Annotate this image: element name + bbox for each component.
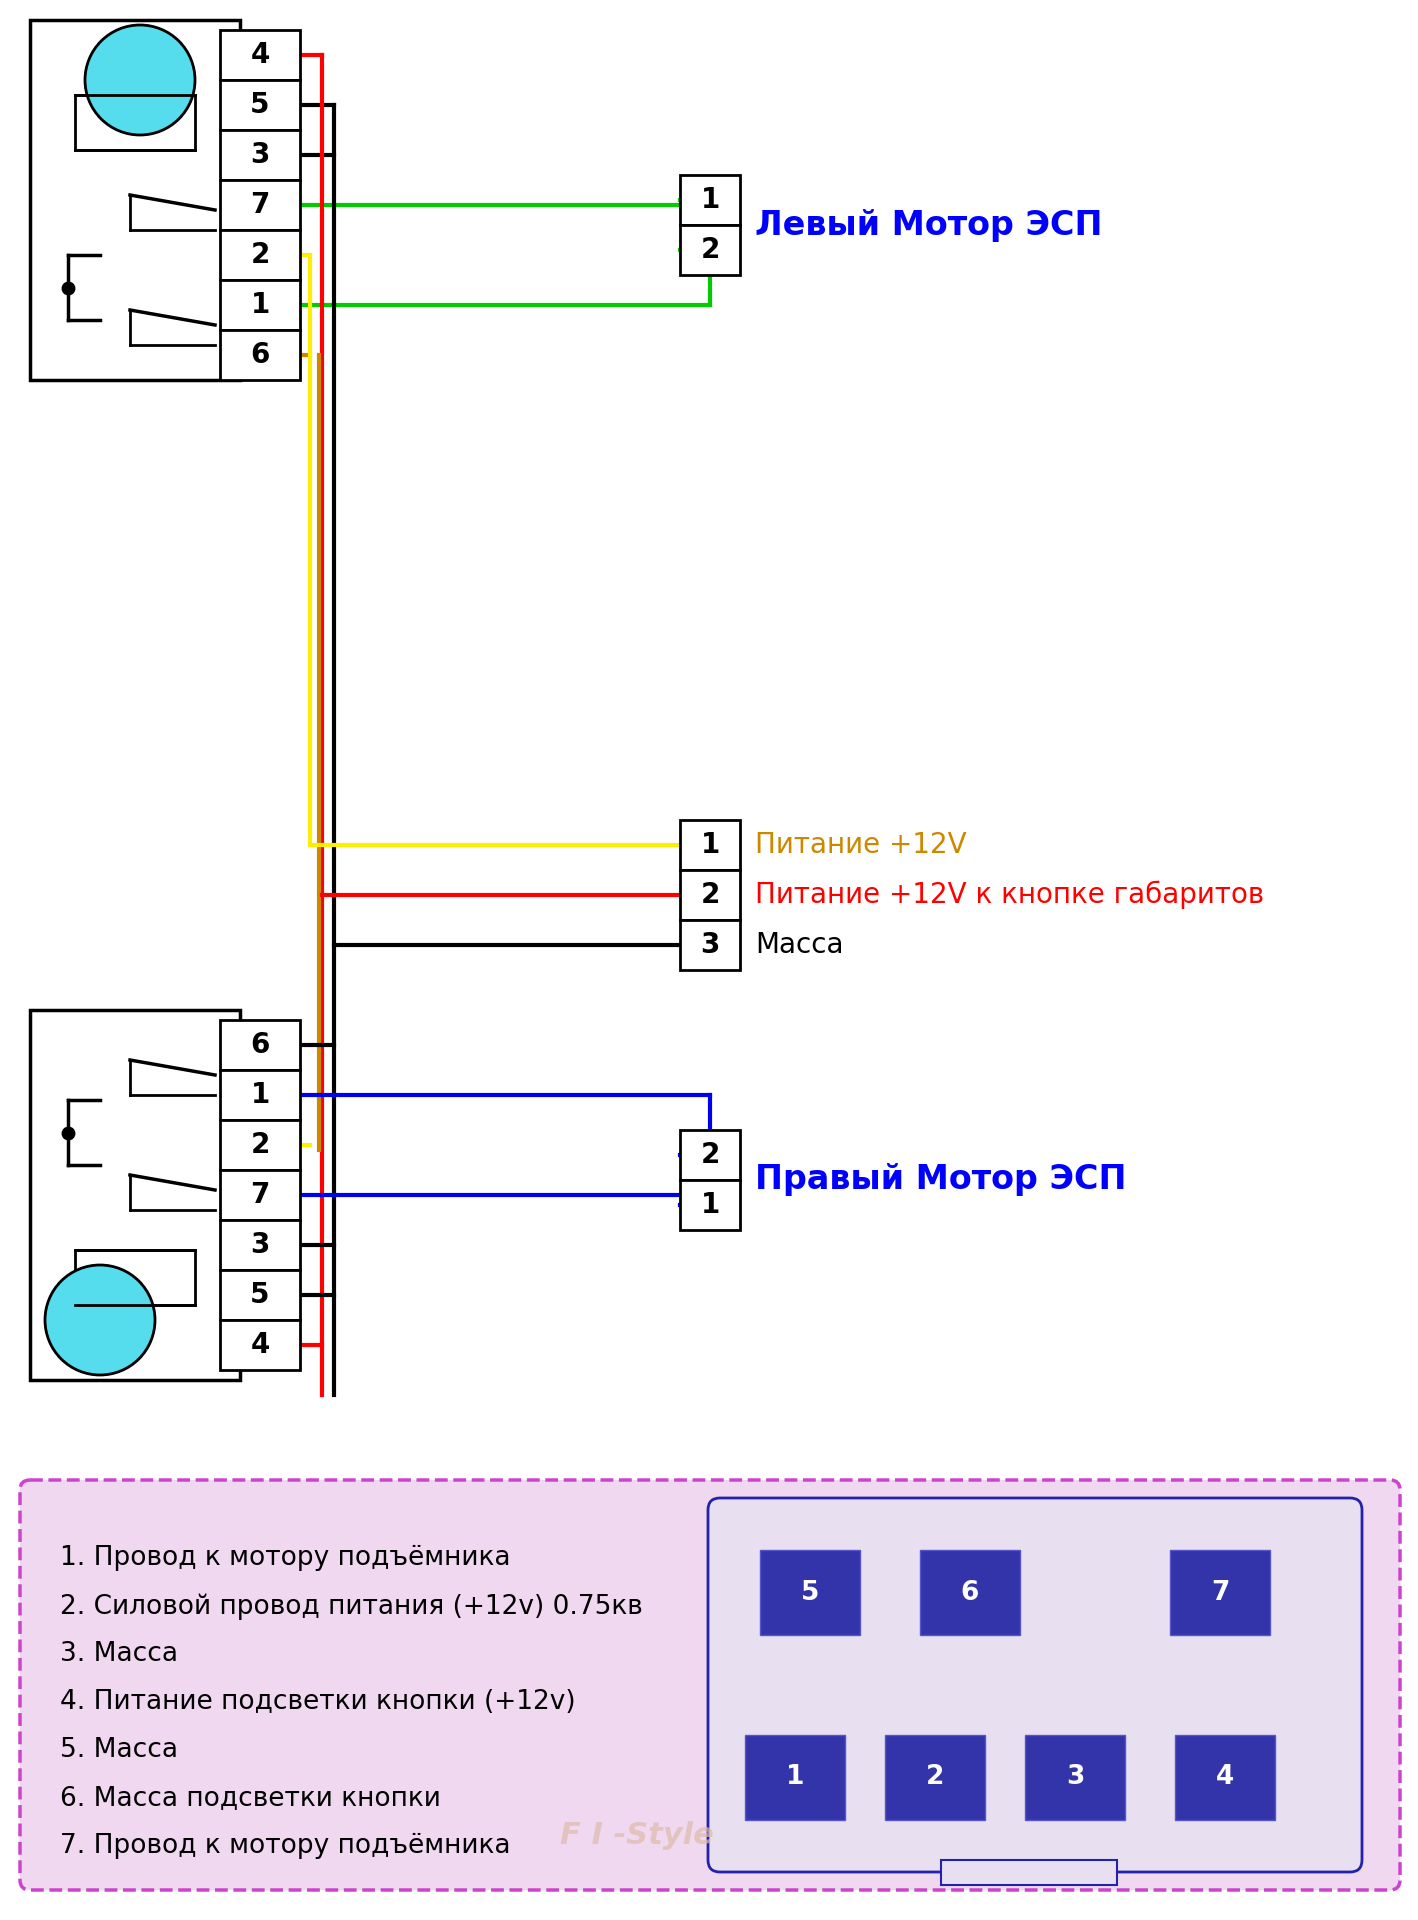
Text: 4. Питание подсветки кнопки (+12v): 4. Питание подсветки кнопки (+12v) [60,1690,576,1715]
Text: 1: 1 [700,831,719,858]
Bar [30,19,240,380]
Bar [220,1321,301,1371]
Bar [220,1219,301,1269]
Bar [75,1250,196,1306]
Bar [940,1860,1117,1885]
Text: Правый Мотор ЭСП: Правый Мотор ЭСП [754,1164,1126,1196]
Text: 2: 2 [700,881,720,908]
FancyBboxPatch shape [20,1480,1400,1889]
Bar [220,230,301,280]
Text: 2: 2 [700,1140,720,1169]
Text: Питание +12V: Питание +12V [754,831,967,858]
Text: 4: 4 [1215,1764,1234,1791]
Text: 7: 7 [1211,1580,1229,1605]
Bar [760,1549,859,1636]
Text: 3: 3 [1066,1764,1085,1791]
Text: 2: 2 [700,236,720,265]
Text: 1: 1 [700,186,719,213]
Text: 6: 6 [251,342,269,369]
Bar [681,1181,740,1231]
Text: 5: 5 [250,1281,269,1309]
Text: 5: 5 [801,1580,820,1605]
Bar [220,1269,301,1321]
Bar [220,1020,301,1069]
Text: 7. Провод к мотору подъёмника: 7. Провод к мотору подъёмника [60,1834,510,1859]
Text: 5. Масса: 5. Масса [60,1738,179,1763]
Bar [30,1010,240,1380]
Bar [220,180,301,230]
Text: 6. Масса подсветки кнопки: 6. Масса подсветки кнопки [60,1786,441,1811]
Bar [681,920,740,970]
Text: 1: 1 [251,1081,269,1110]
Bar [681,1131,740,1181]
Text: 2. Силовой провод питания (+12v) 0.75кв: 2. Силовой провод питания (+12v) 0.75кв [60,1594,642,1619]
Bar [681,870,740,920]
Text: 7: 7 [251,190,269,219]
Bar [220,1169,301,1219]
FancyBboxPatch shape [708,1498,1363,1872]
Text: 2: 2 [251,1131,269,1160]
Text: 1: 1 [786,1764,804,1791]
Text: Левый Мотор ЭСП: Левый Мотор ЭСП [754,209,1103,242]
Bar [220,81,301,131]
Text: 3. Масса: 3. Масса [60,1642,179,1667]
Bar [220,31,301,81]
Bar [220,1069,301,1119]
Bar [920,1549,1020,1636]
Text: 6: 6 [961,1580,980,1605]
Text: F I -Style: F I -Style [560,1820,713,1851]
Ellipse shape [45,1265,155,1375]
Bar [681,175,740,225]
Text: 7: 7 [251,1181,269,1210]
Text: Питание +12V к кнопке габаритов: Питание +12V к кнопке габаритов [754,881,1263,910]
Bar [220,131,301,180]
Text: 1. Провод к мотору подъёмника: 1. Провод к мотору подъёмника [60,1546,510,1571]
Bar [744,1736,845,1820]
Text: 3: 3 [700,931,720,958]
Text: 2: 2 [251,242,269,269]
Bar [1176,1736,1275,1820]
Bar [681,820,740,870]
Bar [681,225,740,275]
Text: 3: 3 [251,140,269,169]
Text: 1: 1 [700,1190,719,1219]
Text: 3: 3 [251,1231,269,1260]
Text: Масса: Масса [754,931,844,958]
Bar [885,1736,986,1820]
Bar [220,1119,301,1169]
Text: 4: 4 [251,1331,269,1359]
Bar [220,280,301,330]
Text: 2: 2 [926,1764,944,1791]
Ellipse shape [85,25,196,134]
Text: 1: 1 [251,292,269,319]
Bar [75,94,196,150]
Bar [1025,1736,1124,1820]
Text: 5: 5 [250,90,269,119]
Text: 6: 6 [251,1031,269,1060]
Text: 4: 4 [251,40,269,69]
Bar [220,330,301,380]
Bar [1170,1549,1271,1636]
